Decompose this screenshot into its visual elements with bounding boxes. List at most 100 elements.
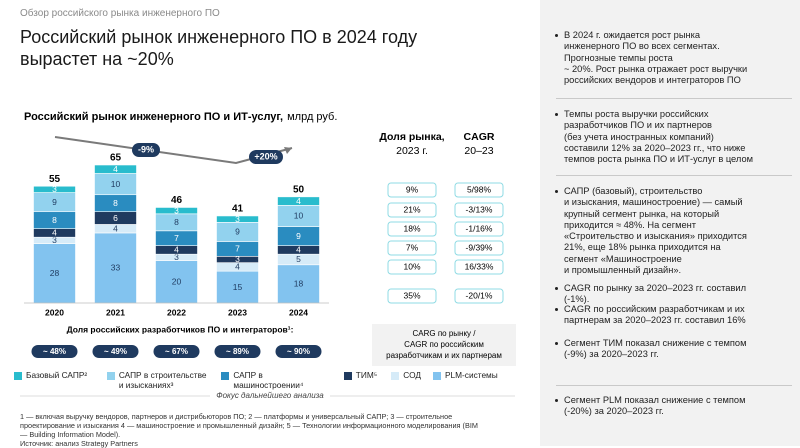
slide-title: Российский рынок инженерного ПО в 2024 г… bbox=[20, 26, 417, 70]
table-header: 20–23 bbox=[464, 145, 493, 157]
table-cell bbox=[387, 240, 437, 256]
table-value: 18% bbox=[403, 223, 420, 233]
bar-segment bbox=[33, 185, 76, 193]
bullet: Сегмент ТИМ показал снижение с темпом (-9… bbox=[555, 338, 794, 361]
table-cell bbox=[387, 288, 437, 304]
share-badge bbox=[275, 345, 322, 358]
segment-label: 3 bbox=[52, 235, 57, 245]
legend-swatch bbox=[221, 372, 230, 380]
segment-label: 15 bbox=[233, 282, 243, 292]
share-badge bbox=[31, 345, 78, 358]
table-value: -3/13% bbox=[466, 204, 493, 214]
footnote: — Building Information Model). bbox=[20, 430, 121, 439]
legend-label: PLM-системы bbox=[444, 370, 498, 380]
table-value: 10% bbox=[403, 261, 420, 271]
segment-label: 8 bbox=[174, 217, 179, 227]
legend-swatch bbox=[106, 372, 115, 380]
breadcrumb: Обзор российского рынка инженерного ПО bbox=[20, 8, 220, 19]
bar-segment bbox=[155, 207, 198, 215]
table-header: CAGR bbox=[464, 131, 495, 143]
bar-segment bbox=[277, 264, 320, 304]
table-value: 5/98% bbox=[467, 184, 492, 194]
bullet: CAGR по российским разработчикам и их пар… bbox=[555, 304, 794, 327]
bullet-line: Темпы роста выручки российских bbox=[564, 109, 709, 119]
bullet-line: CAGR по российским разработчикам и их bbox=[564, 304, 745, 314]
segment-label: 4 bbox=[296, 196, 301, 206]
title-line: Российский рынок инженерного ПО в 2024 г… bbox=[20, 27, 418, 47]
table-cell bbox=[454, 202, 504, 218]
table-value: 21% bbox=[403, 204, 420, 214]
table-value: 9% bbox=[406, 184, 419, 194]
bullet-line: сегмент «Машиностроение bbox=[564, 253, 682, 264]
bullet-line: партнерам за 2020–2023 гг. составил 16% bbox=[564, 315, 746, 326]
share-value: ~ 49% bbox=[104, 347, 127, 356]
legend-item: СОД bbox=[391, 370, 421, 390]
segment-label: 6 bbox=[113, 213, 118, 223]
bar-segment bbox=[216, 270, 259, 304]
table-note: CAGR по российским bbox=[404, 340, 484, 349]
chart-title: Российский рынок инженерного ПО и ИТ-усл… bbox=[24, 111, 337, 123]
total-label: 41 bbox=[232, 204, 244, 215]
table-header: 2023 г. bbox=[396, 145, 428, 157]
bullet-line: и изыскания, машиностроение) — самый bbox=[564, 197, 743, 208]
legend-swatch bbox=[432, 372, 441, 380]
table-cell bbox=[387, 182, 437, 198]
total-label: 65 bbox=[110, 153, 122, 164]
bullet-line: российских вендоров и интеграторов ПО bbox=[564, 75, 741, 86]
share-title: Доля российских разработчиков ПО и интег… bbox=[67, 324, 294, 334]
segment-label: 4 bbox=[52, 228, 57, 238]
share-value: ~ 90% bbox=[287, 347, 310, 356]
bullet-line: (без учета иностранных компаний) bbox=[564, 131, 714, 142]
right-pane: В 2024 г. ожидается рост рынка инженерног… bbox=[540, 0, 800, 446]
bullet-line: CAGR по рынку за 2020–2023 гг. составил bbox=[564, 283, 747, 293]
legend-swatch bbox=[14, 372, 22, 380]
annotation-box bbox=[132, 143, 160, 157]
segment-label: 3 bbox=[174, 205, 179, 215]
bullet: В 2024 г. ожидается рост рынка инженерног… bbox=[555, 30, 794, 86]
table-value: 35% bbox=[403, 290, 420, 300]
legend-swatch bbox=[343, 372, 352, 380]
x-tick-label: 2022 bbox=[167, 307, 186, 317]
bullet: САПР (базовый), строительство и изыскания… bbox=[555, 186, 794, 276]
segment-label: 3 bbox=[52, 184, 57, 194]
bullet: Темпы роста выручки российских разработчи… bbox=[555, 109, 794, 165]
bullet-line: «Строительство и изыскания» приходится bbox=[564, 231, 747, 242]
bullet-line: 21%, еще 18% рынка приходится на bbox=[564, 242, 721, 253]
bar-segment bbox=[155, 260, 198, 304]
x-tick-label: 2023 bbox=[228, 307, 247, 317]
segment-label: 9 bbox=[235, 227, 240, 237]
legend-item: САПР в машиностроении⁴ bbox=[221, 370, 331, 390]
footnote: проектирование и изыскания 4 — машиностр… bbox=[20, 421, 478, 430]
bar-segment bbox=[33, 243, 76, 304]
bullet-line: Прогнозные темпы роста bbox=[564, 52, 673, 63]
segment-label: 9 bbox=[296, 231, 301, 241]
segment-label: 4 bbox=[113, 164, 118, 174]
bullet: Сегмент PLM показал снижение с темпом (-2… bbox=[555, 395, 794, 418]
table-header: Доля рынка, bbox=[379, 131, 444, 143]
table-value: -1/16% bbox=[466, 223, 493, 233]
bullet-line: и промышленный дизайн». bbox=[564, 265, 682, 276]
bullet-line: САПР (базовый), строительство bbox=[564, 186, 703, 196]
chart-title-main: Российский рынок инженерного ПО и ИТ-усл… bbox=[24, 111, 283, 123]
bullet-line: Сегмент ТИМ показал снижение с темпом bbox=[564, 338, 747, 348]
segment-label: 18 bbox=[294, 279, 304, 289]
table-cell bbox=[454, 221, 504, 237]
total-label: 46 bbox=[171, 195, 183, 206]
separator bbox=[556, 175, 792, 176]
separator bbox=[556, 385, 792, 386]
bullet-line: инженерного ПО во всех сегментах. bbox=[564, 41, 720, 52]
legend-item: САПР в строительстве и изысканиях³ bbox=[106, 370, 210, 390]
segment-label: 3 bbox=[235, 214, 240, 224]
table-cell bbox=[454, 288, 504, 304]
annotation-box bbox=[249, 150, 283, 164]
x-tick-label: 2020 bbox=[45, 307, 64, 317]
bar-segment bbox=[94, 164, 137, 174]
bullet-line: составили 12% за 2020–2023 гг., что ниже bbox=[564, 142, 746, 153]
segment-label: 7 bbox=[235, 244, 240, 254]
segment-label: 33 bbox=[111, 263, 121, 273]
table-cell bbox=[454, 240, 504, 256]
bar-segment bbox=[94, 232, 137, 304]
table-cell bbox=[387, 221, 437, 237]
footnote: 1 — включая выручку вендоров, партнеров … bbox=[20, 412, 453, 421]
